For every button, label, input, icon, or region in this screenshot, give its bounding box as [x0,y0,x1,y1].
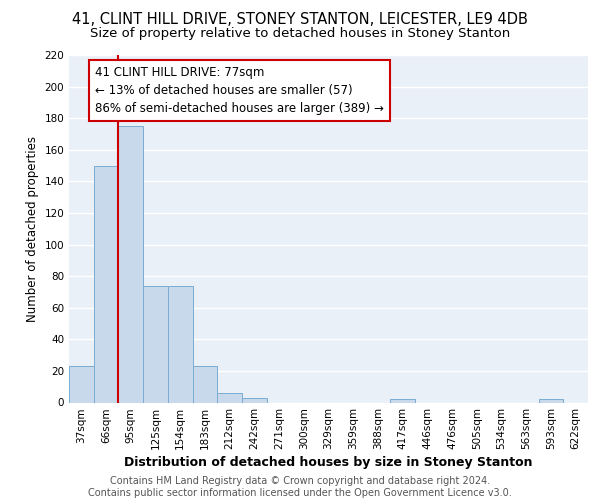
Bar [217,393,242,402]
Text: 41, CLINT HILL DRIVE, STONEY STANTON, LEICESTER, LE9 4DB: 41, CLINT HILL DRIVE, STONEY STANTON, LE… [72,12,528,28]
Bar [69,366,94,403]
X-axis label: Distribution of detached houses by size in Stoney Stanton: Distribution of detached houses by size … [124,456,533,469]
Bar [193,366,217,403]
Bar [168,286,193,403]
Bar [390,400,415,402]
Text: 41 CLINT HILL DRIVE: 77sqm
← 13% of detached houses are smaller (57)
86% of semi: 41 CLINT HILL DRIVE: 77sqm ← 13% of deta… [95,66,384,115]
Bar [143,286,168,403]
Text: Size of property relative to detached houses in Stoney Stanton: Size of property relative to detached ho… [90,28,510,40]
Bar [242,398,267,402]
Bar [118,126,143,402]
Text: Contains HM Land Registry data © Crown copyright and database right 2024.
Contai: Contains HM Land Registry data © Crown c… [88,476,512,498]
Bar [94,166,118,402]
Y-axis label: Number of detached properties: Number of detached properties [26,136,39,322]
Bar [539,400,563,402]
